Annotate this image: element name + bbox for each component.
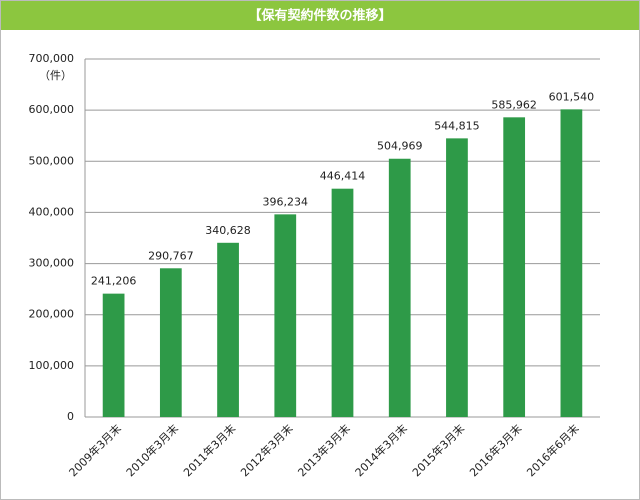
y-tick-label: 700,000 (29, 52, 75, 65)
bar (331, 188, 354, 417)
bar (274, 214, 297, 417)
y-tick-label: 400,000 (29, 205, 75, 218)
bar (560, 109, 583, 417)
bar (102, 293, 125, 417)
bar (388, 158, 411, 417)
value-label: 340,628 (205, 224, 251, 237)
y-tick-label: 500,000 (29, 154, 75, 167)
title-bar (1, 1, 639, 30)
bar (503, 117, 526, 417)
value-label: 446,414 (320, 170, 366, 183)
bar (159, 268, 182, 417)
bar (217, 242, 239, 417)
y-tick-label: 600,000 (29, 103, 75, 116)
value-label: 290,767 (148, 249, 194, 262)
y-tick-label: 200,000 (29, 308, 75, 321)
y-tick-label: 100,000 (29, 359, 75, 372)
value-label: 396,234 (263, 195, 309, 208)
y-tick-label: 0 (67, 410, 74, 423)
value-label: 504,969 (377, 140, 423, 153)
bar (446, 138, 468, 418)
value-label: 601,540 (549, 90, 595, 103)
value-label: 241,206 (91, 275, 137, 288)
value-label: 544,815 (434, 119, 480, 132)
value-label: 585,962 (491, 98, 537, 111)
y-unit: （件） (39, 69, 72, 82)
chart-title: 【保有契約件数の推移】 (248, 8, 391, 24)
y-tick-label: 300,000 (29, 257, 75, 270)
